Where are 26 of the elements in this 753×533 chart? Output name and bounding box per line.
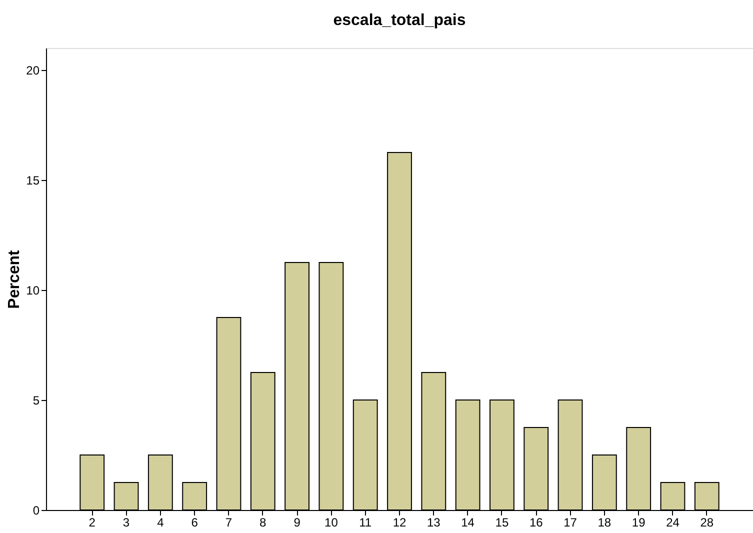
x-tick-label: 6 xyxy=(191,516,198,530)
x-tick-label: 2 xyxy=(88,516,96,530)
chart-title: escala_total_pais xyxy=(333,12,466,29)
y-tick-label: 10 xyxy=(26,284,40,298)
x-tick-label: 16 xyxy=(529,516,544,530)
x-tick-label: 11 xyxy=(359,516,372,530)
x-tick-label: 17 xyxy=(564,516,578,530)
x-tick-label: 15 xyxy=(495,516,509,530)
x-tick-label: 13 xyxy=(426,516,441,530)
x-tick-label: 3 xyxy=(122,516,130,530)
x-tick-label: 19 xyxy=(632,516,646,530)
x-tick-label: 4 xyxy=(157,516,164,530)
x-tick-label: 14 xyxy=(461,516,475,530)
y-tick-label: 0 xyxy=(32,504,40,518)
x-tick-label: 24 xyxy=(666,516,680,530)
y-tick-label: 5 xyxy=(32,394,40,408)
x-tick-label: 18 xyxy=(598,516,612,530)
x-tick-label: 9 xyxy=(294,516,301,530)
x-tick-label: 10 xyxy=(324,516,338,530)
x-tick-label: 28 xyxy=(700,516,714,530)
y-tick-label: 15 xyxy=(26,174,40,188)
y-axis-title: Percent xyxy=(6,249,24,309)
x-tick-label: 12 xyxy=(392,516,406,530)
x-tick-label: 7 xyxy=(225,516,232,530)
y-tick-label: 20 xyxy=(26,64,40,78)
x-tick-label: 8 xyxy=(260,516,267,530)
